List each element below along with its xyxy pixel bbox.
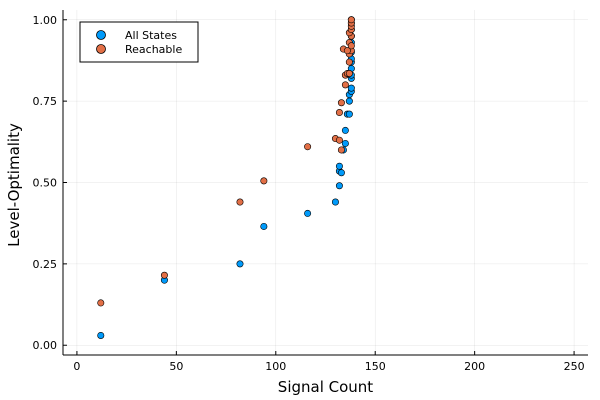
- data-point: [345, 110, 353, 118]
- data-point: [337, 146, 345, 154]
- data-point: [260, 177, 268, 185]
- y-tick-label: 0.00: [33, 339, 58, 352]
- data-point: [304, 209, 312, 217]
- series-reachable: [97, 16, 355, 307]
- x-tick-label: 100: [265, 360, 286, 373]
- data-point: [341, 81, 349, 89]
- data-point: [160, 271, 168, 279]
- legend-label-reachable: Reachable: [125, 43, 182, 56]
- y-ticks: 0.00 0.25 0.50 0.75 1.00: [33, 14, 67, 352]
- data-point: [337, 169, 345, 177]
- data-point: [345, 58, 353, 66]
- data-point: [260, 222, 268, 230]
- x-tick-label: 50: [169, 360, 183, 373]
- data-point: [347, 16, 355, 24]
- y-tick-label: 0.25: [33, 258, 58, 271]
- data-point: [347, 84, 355, 92]
- data-point: [343, 47, 351, 55]
- data-point: [347, 42, 355, 50]
- x-ticks: 0 50 100 150 200 250: [73, 351, 585, 373]
- data-point: [335, 109, 343, 117]
- y-tick-label: 1.00: [33, 14, 58, 27]
- data-point: [341, 126, 349, 134]
- x-tick-label: 150: [365, 360, 386, 373]
- data-point: [337, 99, 345, 107]
- data-point: [335, 182, 343, 190]
- data-point: [304, 143, 312, 151]
- legend-marker-reachable: [96, 44, 106, 54]
- legend-label-all-states: All States: [125, 29, 177, 42]
- data-point: [97, 299, 105, 307]
- x-tick-label: 250: [564, 360, 585, 373]
- y-tick-label: 0.75: [33, 95, 58, 108]
- data-point: [335, 162, 343, 170]
- x-axis-title: Signal Count: [278, 378, 374, 396]
- data-point: [236, 260, 244, 268]
- x-tick-label: 200: [464, 360, 485, 373]
- legend-box: [79, 21, 199, 63]
- data-point: [345, 97, 353, 105]
- data-point: [341, 139, 349, 147]
- legend: All States Reachable: [79, 21, 199, 63]
- data-point: [335, 136, 343, 144]
- y-tick-label: 0.50: [33, 177, 58, 190]
- data-point: [331, 198, 339, 206]
- data-point: [345, 69, 353, 77]
- x-tick-label: 0: [73, 360, 80, 373]
- data-point: [97, 331, 105, 339]
- y-axis-title: Level-Optimality: [5, 123, 23, 247]
- grid: [63, 10, 588, 355]
- data-point: [236, 198, 244, 206]
- data-points: [97, 16, 355, 339]
- legend-marker-all-states: [96, 30, 106, 40]
